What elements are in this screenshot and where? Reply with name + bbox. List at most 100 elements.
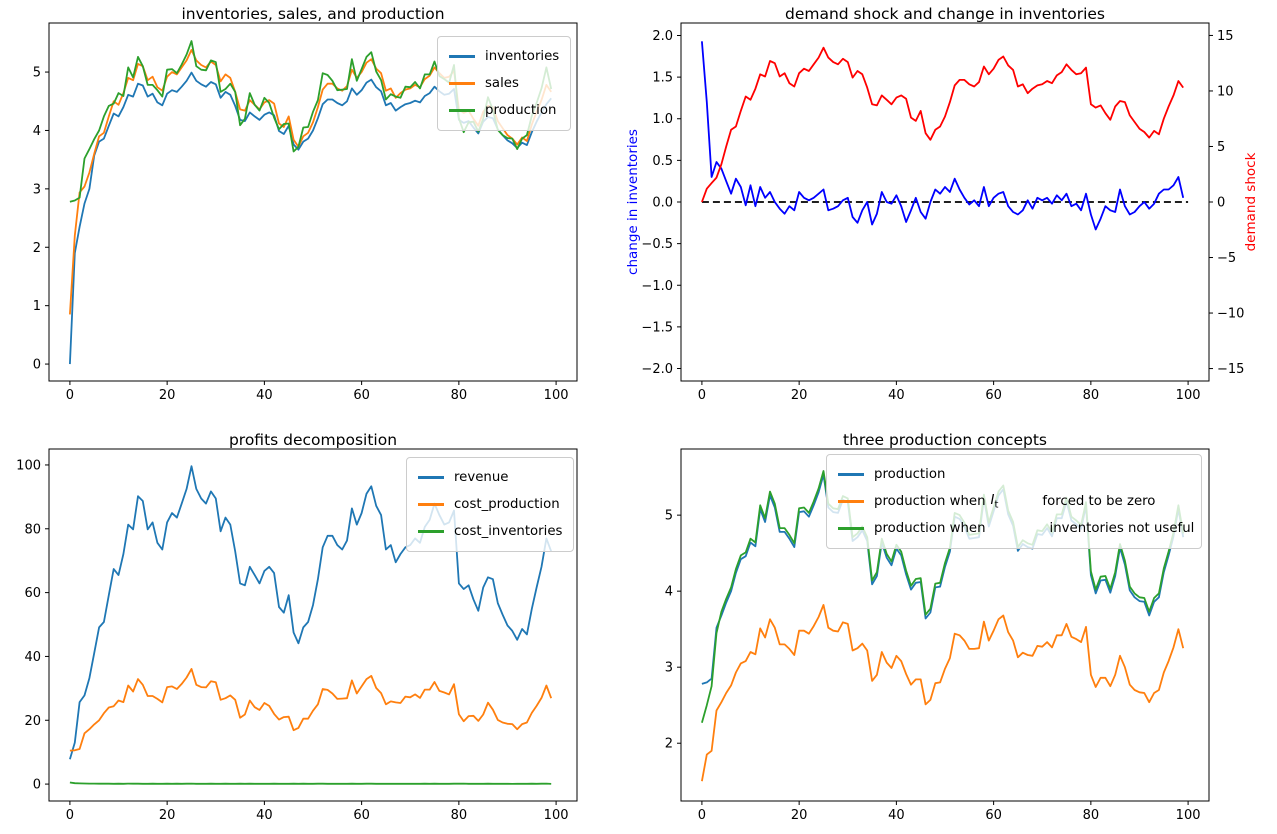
x-tick-label: 100 <box>1176 808 1201 823</box>
right-y-tick-label: 5 <box>1217 140 1225 155</box>
legend-profits-decomposition: revenue cost_production cost_inventories <box>406 457 575 552</box>
x-tick-label: 80 <box>1083 388 1100 403</box>
y-tick-label: −2.0 <box>641 362 673 377</box>
y-tick-label: −1.0 <box>641 279 673 294</box>
legend-entry: sales <box>449 70 559 97</box>
series-line-demand-shock <box>701 46 1184 203</box>
y-tick-label: 0 <box>33 358 41 373</box>
x-tick-label: 60 <box>353 388 370 403</box>
legend-entry: revenue <box>418 464 562 491</box>
legend-label: production when <box>874 494 986 509</box>
y-tick-label: 2 <box>33 241 41 256</box>
series-line-cost-inventories <box>69 781 552 785</box>
x-tick-label: 40 <box>888 808 905 823</box>
y-tick-label: 80 <box>24 522 41 537</box>
x-tick-label: 0 <box>698 808 706 823</box>
x-tick-label: 80 <box>451 388 468 403</box>
legend-entry: cost_inventories <box>418 518 562 545</box>
subplot-title-demand-shock: demand shock and change in inventories <box>785 5 1105 23</box>
x-tick-label: 0 <box>66 388 74 403</box>
x-tick-label: 20 <box>791 388 808 403</box>
legend-label-suffix: inventories not useful <box>1049 521 1195 536</box>
right-y-tick-label: 10 <box>1217 84 1234 99</box>
series-line-change-in-inventories <box>701 41 1185 231</box>
legend-entry: production <box>838 461 1190 488</box>
legend-label: cost_inventories <box>454 524 563 539</box>
y-tick-label: 5 <box>665 509 673 524</box>
right-y-tick-label: 0 <box>1217 196 1225 211</box>
subplot-demand-shock-and-change-in-inventories: 0 20 40 60 80 1002.01.51.00.50.0−0.5−1.0−1.5−… <box>641 22 1244 403</box>
x-tick-label: 60 <box>353 808 370 823</box>
y-tick-label: 5 <box>33 66 41 81</box>
x-tick-label: 20 <box>791 808 808 823</box>
y-tick-label: −1.5 <box>641 320 673 335</box>
series-line-production <box>701 473 1185 685</box>
legend-line-swatch <box>418 530 444 533</box>
legend-label: sales <box>485 76 519 91</box>
y-tick-label: 4 <box>665 585 673 600</box>
x-tick-label: 100 <box>544 808 569 823</box>
y-tick-label: 60 <box>24 586 41 601</box>
y-tick-label: 2.0 <box>652 29 673 44</box>
y-tick-label: 3 <box>33 182 41 197</box>
legend-three-production-concepts: production production when It forced to be … <box>826 454 1202 549</box>
right-y-tick-label: 15 <box>1217 29 1234 44</box>
subplot-title-profits-decomposition: profits decomposition <box>228 431 398 449</box>
y-tick-label: 1.0 <box>652 112 673 127</box>
right-y-tick-label: −10 <box>1217 307 1244 322</box>
axes-frame <box>680 448 1210 802</box>
x-tick-label: 80 <box>451 808 468 823</box>
legend-line-swatch <box>449 109 475 112</box>
x-tick-label: 40 <box>256 388 273 403</box>
subplot-three-production-concepts: 0 20 40 60 80 100 2 3 4 5 <box>665 448 1210 823</box>
legend-line-swatch <box>838 473 864 476</box>
x-tick-label: 80 <box>1083 808 1100 823</box>
axes-frame <box>48 448 578 802</box>
x-tick-label: 60 <box>985 808 1002 823</box>
legend-entry: production <box>449 97 559 124</box>
series-line-cost-production <box>69 668 553 752</box>
series-line-revenue <box>69 465 553 760</box>
y-axis-label-change-in-inventories: change in inventories <box>625 129 641 275</box>
right-y-tick-label: −15 <box>1217 362 1244 377</box>
y-tick-label: 4 <box>33 124 41 139</box>
y-tick-label: 1.5 <box>652 71 673 86</box>
y-tick-label: 100 <box>16 458 41 473</box>
x-tick-label: 20 <box>159 808 176 823</box>
y-tick-label: 20 <box>24 714 41 729</box>
legend-label: inventories <box>485 49 560 64</box>
x-tick-label: 0 <box>66 808 74 823</box>
subplot-profits-decomposition: 0 20 40 60 80 100 0 20 40 60 80 100 <box>16 448 578 823</box>
series-line-production-when-i-t-forced-to-be-zero <box>701 604 1185 782</box>
x-tick-label: 0 <box>698 388 706 403</box>
x-tick-label: 40 <box>256 808 273 823</box>
y-tick-label: 40 <box>24 650 41 665</box>
legend-inventories-sales-production: inventories sales production <box>437 36 572 131</box>
x-tick-label: 100 <box>1176 388 1201 403</box>
y-tick-label: 3 <box>665 661 673 676</box>
right-y-tick-label: −5 <box>1217 251 1236 266</box>
legend-line-swatch <box>418 476 444 479</box>
subplot-title-three-production-concepts: three production concepts <box>843 431 1047 449</box>
x-tick-label: 20 <box>159 388 176 403</box>
legend-line-swatch <box>449 82 475 85</box>
legend-math-symbol: It <box>990 492 999 511</box>
legend-entry: inventories <box>449 43 559 70</box>
x-tick-label: 60 <box>985 388 1002 403</box>
subplot-title-inventories-sales-production: inventories, sales, and production <box>181 5 445 23</box>
legend-line-swatch <box>449 55 475 58</box>
y-tick-label: 0.0 <box>652 196 673 211</box>
y-tick-label: −0.5 <box>641 237 673 252</box>
legend-label-suffix: forced to be zero <box>1042 494 1156 509</box>
y-tick-label: 0 <box>33 778 41 793</box>
y-tick-label: 1 <box>33 299 41 314</box>
legend-line-swatch <box>838 527 864 530</box>
legend-entry: production when It forced to be zero <box>838 488 1190 515</box>
legend-label: production <box>874 467 946 482</box>
legend-line-swatch <box>838 500 864 503</box>
x-tick-label: 100 <box>544 388 569 403</box>
legend-line-swatch <box>418 503 444 506</box>
legend-entry: production when inventories not useful <box>838 515 1194 542</box>
y-tick-label: 0.5 <box>652 154 673 169</box>
series-line-production-when-inventories-not-useful <box>701 470 1185 723</box>
